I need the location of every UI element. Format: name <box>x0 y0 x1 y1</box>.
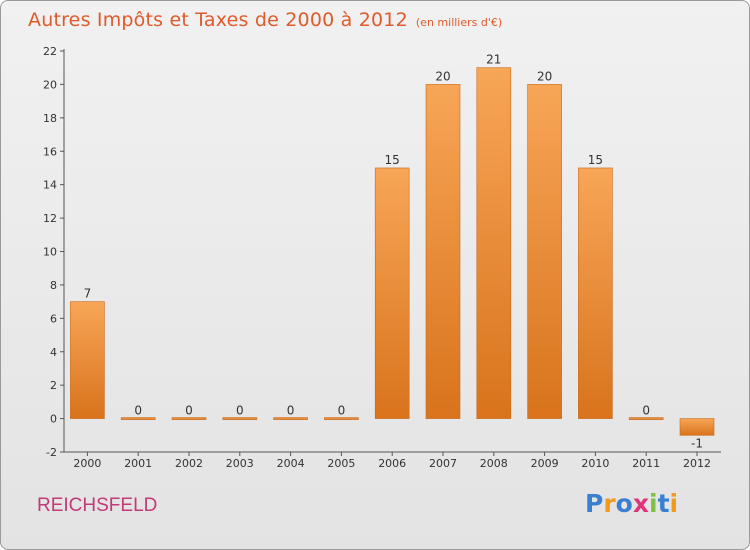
bar-2007 <box>425 84 461 419</box>
value-label-2006: 15 <box>385 153 400 167</box>
x-tick-label: 2009 <box>531 457 559 470</box>
x-tick-label: 2005 <box>327 457 355 470</box>
value-label-2001: 0 <box>134 404 142 418</box>
logo-letter: P <box>585 489 604 518</box>
value-label-2000: 7 <box>84 287 92 301</box>
chart-unit-note: (en milliers d'€) <box>415 16 503 29</box>
x-tick-label: 2010 <box>581 457 609 470</box>
x-tick-label: 2001 <box>124 457 152 470</box>
x-tick-label: 2006 <box>378 457 406 470</box>
labels: 7 0 0 0 0 0 15 20 21 20 15 0 -1 <box>84 53 703 451</box>
chart-title-block: Autres Impôts et Taxes de 2000 à 2012 (en… <box>28 9 502 31</box>
x-tick-label: 2004 <box>277 457 305 470</box>
bar-2001 <box>120 417 156 420</box>
chart-title: Autres Impôts et Taxes de 2000 à 2012 <box>28 9 408 31</box>
y-tick-label: 18 <box>43 112 57 125</box>
value-label-2004: 0 <box>287 404 295 418</box>
x-tick-label: 2008 <box>480 457 508 470</box>
logo-letter: r <box>603 489 616 518</box>
bar-2003 <box>222 417 258 420</box>
y-tick-label: 4 <box>50 346 57 359</box>
value-label-2009: 20 <box>537 69 552 83</box>
logo-letter: x <box>632 489 649 518</box>
bar-2006 <box>374 167 410 419</box>
y-tick-label: 8 <box>50 279 57 292</box>
logo-letter: o <box>615 489 633 518</box>
logo-letter: i <box>649 489 658 518</box>
value-label-2002: 0 <box>185 404 193 418</box>
bar-2005 <box>324 417 359 420</box>
proxiti-logo: Proxiti <box>585 489 689 525</box>
x-tick-label: 2012 <box>683 457 711 470</box>
bar-2012 <box>679 418 715 436</box>
logo-letter: t <box>657 489 670 518</box>
value-label-2008: 21 <box>486 53 501 67</box>
y-tick-label: 10 <box>43 246 57 259</box>
value-label-2005: 0 <box>338 404 346 418</box>
y-tick-label: 22 <box>43 45 57 58</box>
value-label-2003: 0 <box>236 404 244 418</box>
y-tick-label: 0 <box>50 413 57 426</box>
x-tick-label: 2011 <box>632 457 660 470</box>
x-tick-label: 2003 <box>226 457 254 470</box>
bar-2004 <box>273 417 308 420</box>
x-tick-label: 2007 <box>429 457 457 470</box>
bar-2008 <box>476 67 512 419</box>
bar-2011 <box>628 417 664 420</box>
y-tick-label: 20 <box>43 78 57 91</box>
value-label-2010: 15 <box>588 153 603 167</box>
y-tick-label: 12 <box>43 212 57 225</box>
bar-2002 <box>171 417 207 420</box>
x-tick-label: 2000 <box>73 457 101 470</box>
y-tick-label: 2 <box>50 379 57 392</box>
bar-2000 <box>70 301 105 419</box>
y-tick-label: 6 <box>50 312 57 325</box>
bar-2010 <box>578 167 613 419</box>
value-label-2012: -1 <box>691 436 703 450</box>
logo-letter: i <box>669 489 679 518</box>
value-label-2011: 0 <box>642 404 650 418</box>
location-name: REICHSFELD <box>37 495 158 516</box>
bar-2009 <box>527 84 562 419</box>
y-tick-label: 16 <box>43 145 57 158</box>
y-tick-label: -2 <box>46 446 57 459</box>
value-label-2007: 20 <box>435 69 450 83</box>
x-tick-label: 2002 <box>175 457 203 470</box>
bars <box>70 67 715 436</box>
y-tick-label: 14 <box>43 179 57 192</box>
